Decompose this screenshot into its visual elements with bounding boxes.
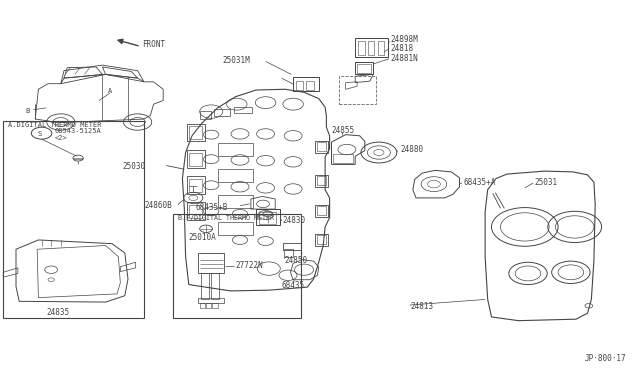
Bar (256, 209, 280, 225)
Bar (201, 273, 209, 299)
Bar (218, 169, 253, 182)
Text: JP·800·17: JP·800·17 (584, 354, 626, 363)
Text: 68435+A: 68435+A (464, 178, 497, 187)
Text: 24813: 24813 (411, 302, 434, 311)
Bar (189, 126, 202, 139)
Bar (315, 205, 328, 217)
Bar (214, 109, 230, 116)
Bar (355, 62, 373, 74)
Bar (187, 202, 205, 220)
Bar (200, 303, 205, 308)
Bar (218, 195, 253, 208)
Bar (317, 176, 326, 185)
Bar (358, 41, 365, 55)
Bar (357, 64, 371, 73)
Bar (317, 235, 326, 244)
Text: 24818: 24818 (390, 44, 413, 53)
Text: <2>: <2> (54, 135, 67, 141)
Text: 25031: 25031 (534, 178, 557, 187)
Bar (293, 77, 319, 91)
Text: 68435+B: 68435+B (195, 203, 228, 212)
Text: 68435: 68435 (282, 281, 305, 290)
Text: 27722N: 27722N (236, 262, 263, 270)
Bar (333, 154, 353, 163)
Bar (218, 143, 253, 156)
Bar (259, 212, 276, 224)
Bar (211, 273, 219, 299)
Bar (355, 38, 388, 57)
Text: B.F/DIGITAL THERMO METER: B.F/DIGITAL THERMO METER (178, 215, 274, 221)
Text: 24898M: 24898M (390, 35, 418, 44)
Bar (315, 175, 328, 187)
Bar (189, 153, 202, 166)
Text: 24881N: 24881N (390, 54, 418, 63)
Text: 24860B: 24860B (144, 201, 172, 210)
Bar (368, 41, 374, 55)
Text: B: B (26, 108, 30, 114)
Text: 24855: 24855 (332, 126, 355, 135)
Bar (315, 234, 328, 246)
Bar (315, 141, 328, 153)
Bar (173, 214, 301, 318)
Bar (284, 249, 293, 257)
Text: A: A (108, 88, 112, 94)
Bar (378, 41, 384, 55)
Bar (3, 121, 144, 318)
Bar (187, 150, 205, 168)
Bar (198, 253, 224, 273)
Bar (189, 205, 202, 218)
Bar (339, 76, 376, 104)
Text: 24880: 24880 (400, 145, 423, 154)
Text: 24830: 24830 (283, 216, 306, 225)
Text: 24835: 24835 (46, 308, 69, 317)
Bar (200, 111, 211, 119)
Text: A.DIGITAL THERMO METER: A.DIGITAL THERMO METER (8, 122, 101, 128)
Bar (317, 142, 326, 151)
Bar (187, 176, 205, 194)
Bar (206, 303, 211, 308)
Text: 25010A: 25010A (189, 233, 216, 242)
Text: 25031M: 25031M (223, 56, 250, 65)
Bar (234, 107, 252, 113)
Text: 25030: 25030 (123, 162, 146, 171)
Bar (296, 81, 303, 90)
Bar (198, 298, 224, 303)
Text: 08543-5125A: 08543-5125A (54, 128, 101, 134)
Bar (218, 222, 253, 235)
Bar (317, 206, 326, 215)
Bar (283, 243, 301, 250)
Bar (189, 179, 202, 192)
Bar (212, 303, 218, 308)
Text: S: S (38, 131, 42, 137)
Text: FRONT: FRONT (142, 40, 165, 49)
Text: 24850: 24850 (285, 256, 308, 265)
Bar (306, 81, 314, 90)
Bar (187, 124, 205, 141)
